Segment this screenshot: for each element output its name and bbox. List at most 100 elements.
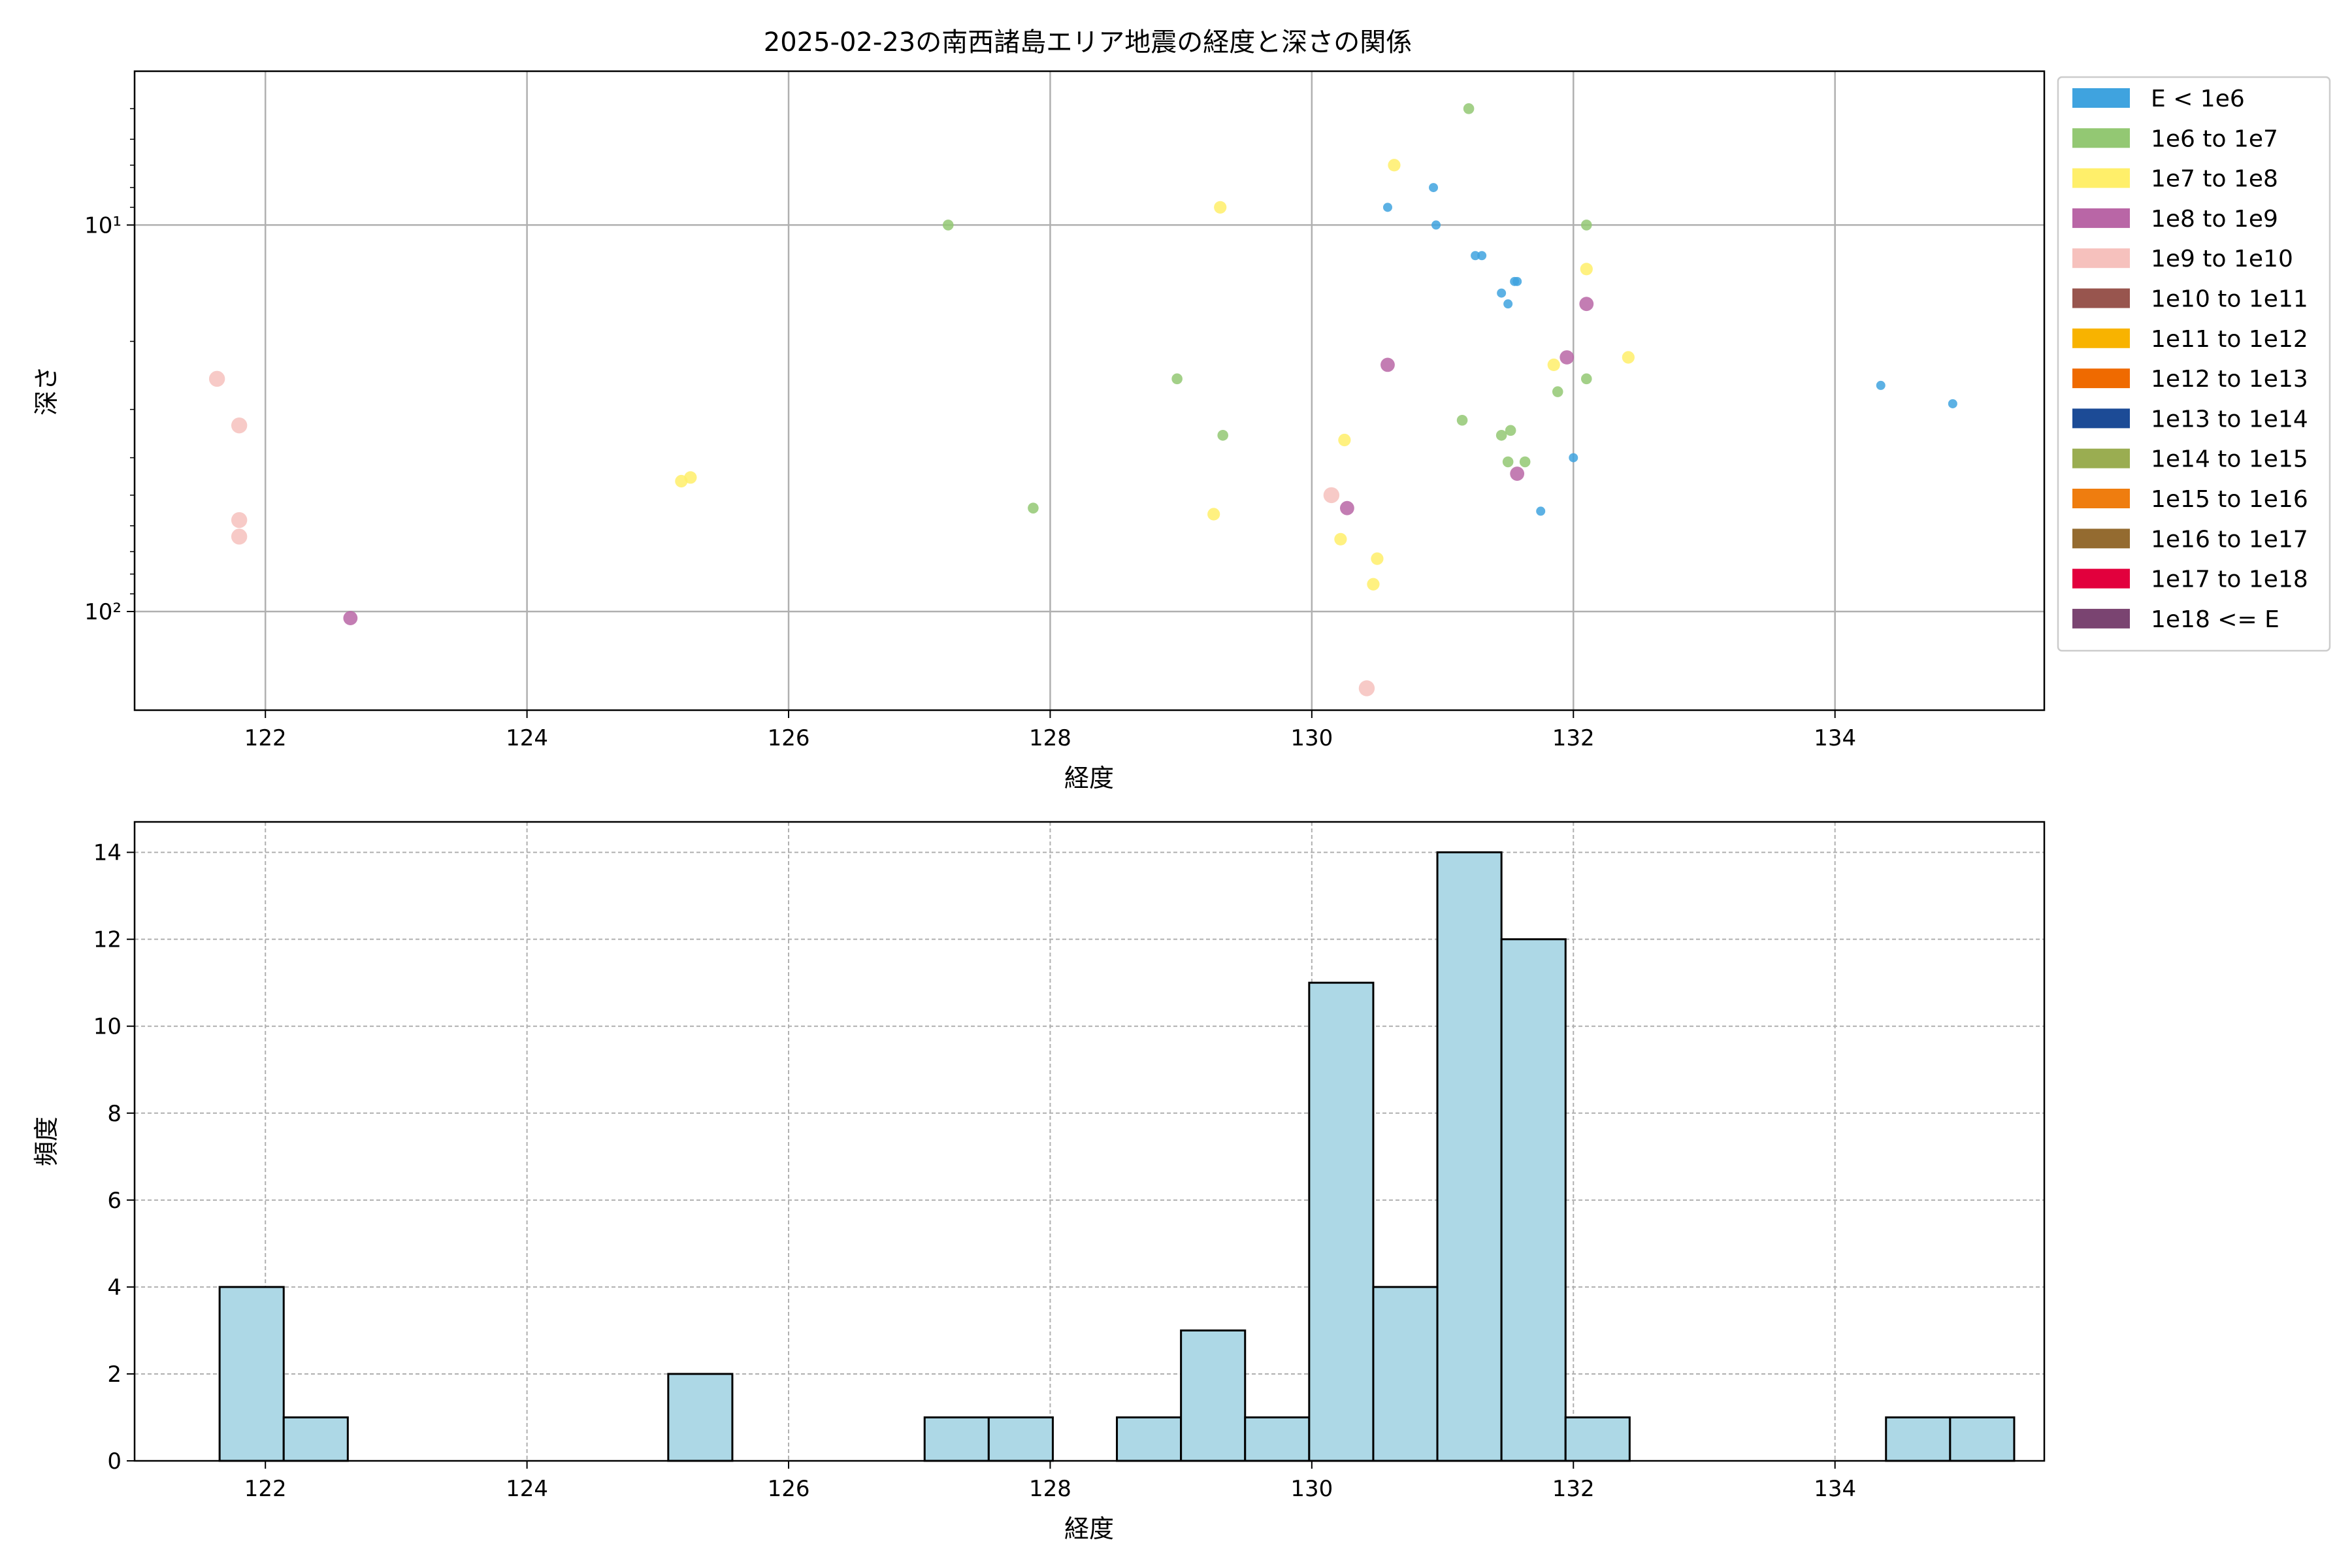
histogram-y-tick-label: 8	[107, 1101, 122, 1127]
legend-label: 1e9 to 1e10	[2151, 246, 2293, 272]
scatter-point	[1495, 429, 1507, 441]
legend-label: 1e13 to 1e14	[2151, 406, 2308, 433]
scatter-y-tick-label: 10¹	[84, 212, 122, 238]
histogram-bar	[667, 1373, 734, 1462]
legend-swatch	[2072, 608, 2130, 629]
legend-swatch	[2072, 489, 2130, 508]
scatter-point	[1569, 453, 1578, 463]
scatter-point	[1371, 552, 1384, 565]
scatter-point	[1536, 506, 1546, 516]
histogram-x-tick-label: 124	[506, 1476, 548, 1502]
scatter-point	[1338, 433, 1351, 447]
histogram-bar	[1180, 1329, 1247, 1462]
histogram-y-tick-label: 10	[93, 1014, 122, 1040]
scatter-point	[1380, 357, 1395, 372]
scatter-x-tick-label: 134	[1814, 725, 1856, 751]
scatter-point	[1560, 350, 1575, 365]
legend-swatch	[2072, 568, 2130, 589]
legend-label: 1e18 <= E	[2151, 606, 2279, 633]
histogram-x-tick-label: 126	[768, 1476, 810, 1502]
legend-label: 1e11 to 1e12	[2151, 326, 2308, 353]
histogram-bar	[1308, 981, 1375, 1462]
histogram-bar	[1500, 938, 1567, 1462]
legend-swatch	[2072, 408, 2130, 429]
scatter-point	[1028, 502, 1039, 514]
histogram-y-tick-label: 14	[93, 840, 122, 866]
scatter-point	[1334, 532, 1347, 546]
scatter-point	[1323, 487, 1340, 504]
histogram-bar	[923, 1416, 990, 1462]
histogram-bar	[1949, 1416, 2016, 1462]
legend-label: 1e12 to 1e13	[2151, 366, 2308, 393]
legend-swatch	[2072, 168, 2130, 188]
scatter-point	[1512, 276, 1522, 286]
scatter-point	[1580, 373, 1592, 385]
legend-swatch	[2072, 328, 2130, 348]
histogram-bar	[1436, 851, 1503, 1462]
scatter-point	[1477, 251, 1487, 261]
scatter-x-tick-label: 124	[506, 725, 548, 751]
scatter-y-tick-label: 10²	[84, 599, 122, 625]
histogram-x-tick-label: 122	[244, 1476, 287, 1502]
legend-label: 1e10 to 1e11	[2151, 286, 2308, 313]
scatter-point	[1519, 456, 1531, 468]
scatter-x-tick-label: 122	[244, 725, 287, 751]
scatter-point	[1429, 183, 1439, 193]
scatter-point	[1388, 159, 1401, 172]
scatter-point	[1502, 456, 1514, 468]
scatter-point	[231, 529, 248, 545]
histogram-bar	[1244, 1416, 1311, 1462]
histogram-bar	[1885, 1416, 1952, 1462]
scatter-point	[1622, 351, 1635, 364]
legend-label: 1e14 to 1e15	[2151, 446, 2308, 473]
histogram-y-tick-label: 6	[107, 1188, 122, 1214]
histogram-bar	[987, 1416, 1054, 1462]
scatter-grid	[135, 71, 2044, 710]
scatter-point	[231, 512, 248, 529]
histogram-x-tick-label: 132	[1552, 1476, 1595, 1502]
legend-swatch	[2072, 448, 2130, 468]
scatter-point	[1580, 263, 1593, 276]
scatter-point	[1214, 201, 1227, 214]
scatter-ticks: 122 124 126 128 130 132 134 10¹ 10²	[84, 108, 1856, 751]
scatter-point	[1207, 508, 1220, 521]
scatter-point	[1367, 578, 1380, 591]
histogram-ticks: 122 124 126 128 130 132 134 0 2 4 6 8 10 12 14	[93, 840, 1856, 1502]
scatter-point	[1948, 399, 1957, 408]
scatter-point	[1382, 203, 1392, 212]
scatter-point	[1510, 466, 1525, 481]
scatter-point	[208, 370, 225, 387]
scatter-y-axis-label: 深さ	[32, 366, 61, 416]
histogram-y-tick-label: 12	[93, 927, 122, 953]
legend-label: E < 1e6	[2151, 86, 2245, 112]
scatter-point	[1340, 500, 1354, 515]
legend-label: 1e8 to 1e9	[2151, 206, 2278, 233]
legend-swatch	[2072, 208, 2130, 228]
legend-label: 1e15 to 1e16	[2151, 486, 2308, 513]
scatter-points	[208, 103, 1957, 696]
histogram-bars	[218, 851, 2016, 1462]
scatter-point	[942, 220, 954, 231]
legend-swatch	[2072, 128, 2130, 148]
legend-label: 1e17 to 1e18	[2151, 566, 2308, 593]
scatter-point	[1876, 380, 1886, 390]
scatter-point	[1505, 425, 1516, 436]
legend-swatch	[2072, 288, 2130, 308]
scatter-title: 2025-02-23の南西諸島エリア地震の経度と深さの関係	[764, 27, 1412, 57]
scatter-point	[1217, 429, 1229, 441]
scatter-plot-frame	[133, 70, 2046, 711]
histogram-x-tick-label: 128	[1029, 1476, 1071, 1502]
legend-swatch	[2072, 248, 2130, 269]
legend-label: 1e7 to 1e8	[2151, 166, 2278, 193]
scatter-x-tick-label: 128	[1029, 725, 1071, 751]
legend-frame	[2057, 76, 2331, 652]
legend: E < 1e6 1e6 to 1e7 1e7 to 1e8 1e8 to 1e9 1e9…	[2057, 76, 2331, 652]
legend-swatch	[2072, 529, 2130, 549]
histogram-x-tick-label: 130	[1290, 1476, 1333, 1502]
scatter-point	[343, 611, 358, 625]
scatter-point	[1580, 220, 1592, 231]
scatter-x-tick-label: 132	[1552, 725, 1595, 751]
legend-label: 1e16 to 1e17	[2151, 526, 2308, 553]
